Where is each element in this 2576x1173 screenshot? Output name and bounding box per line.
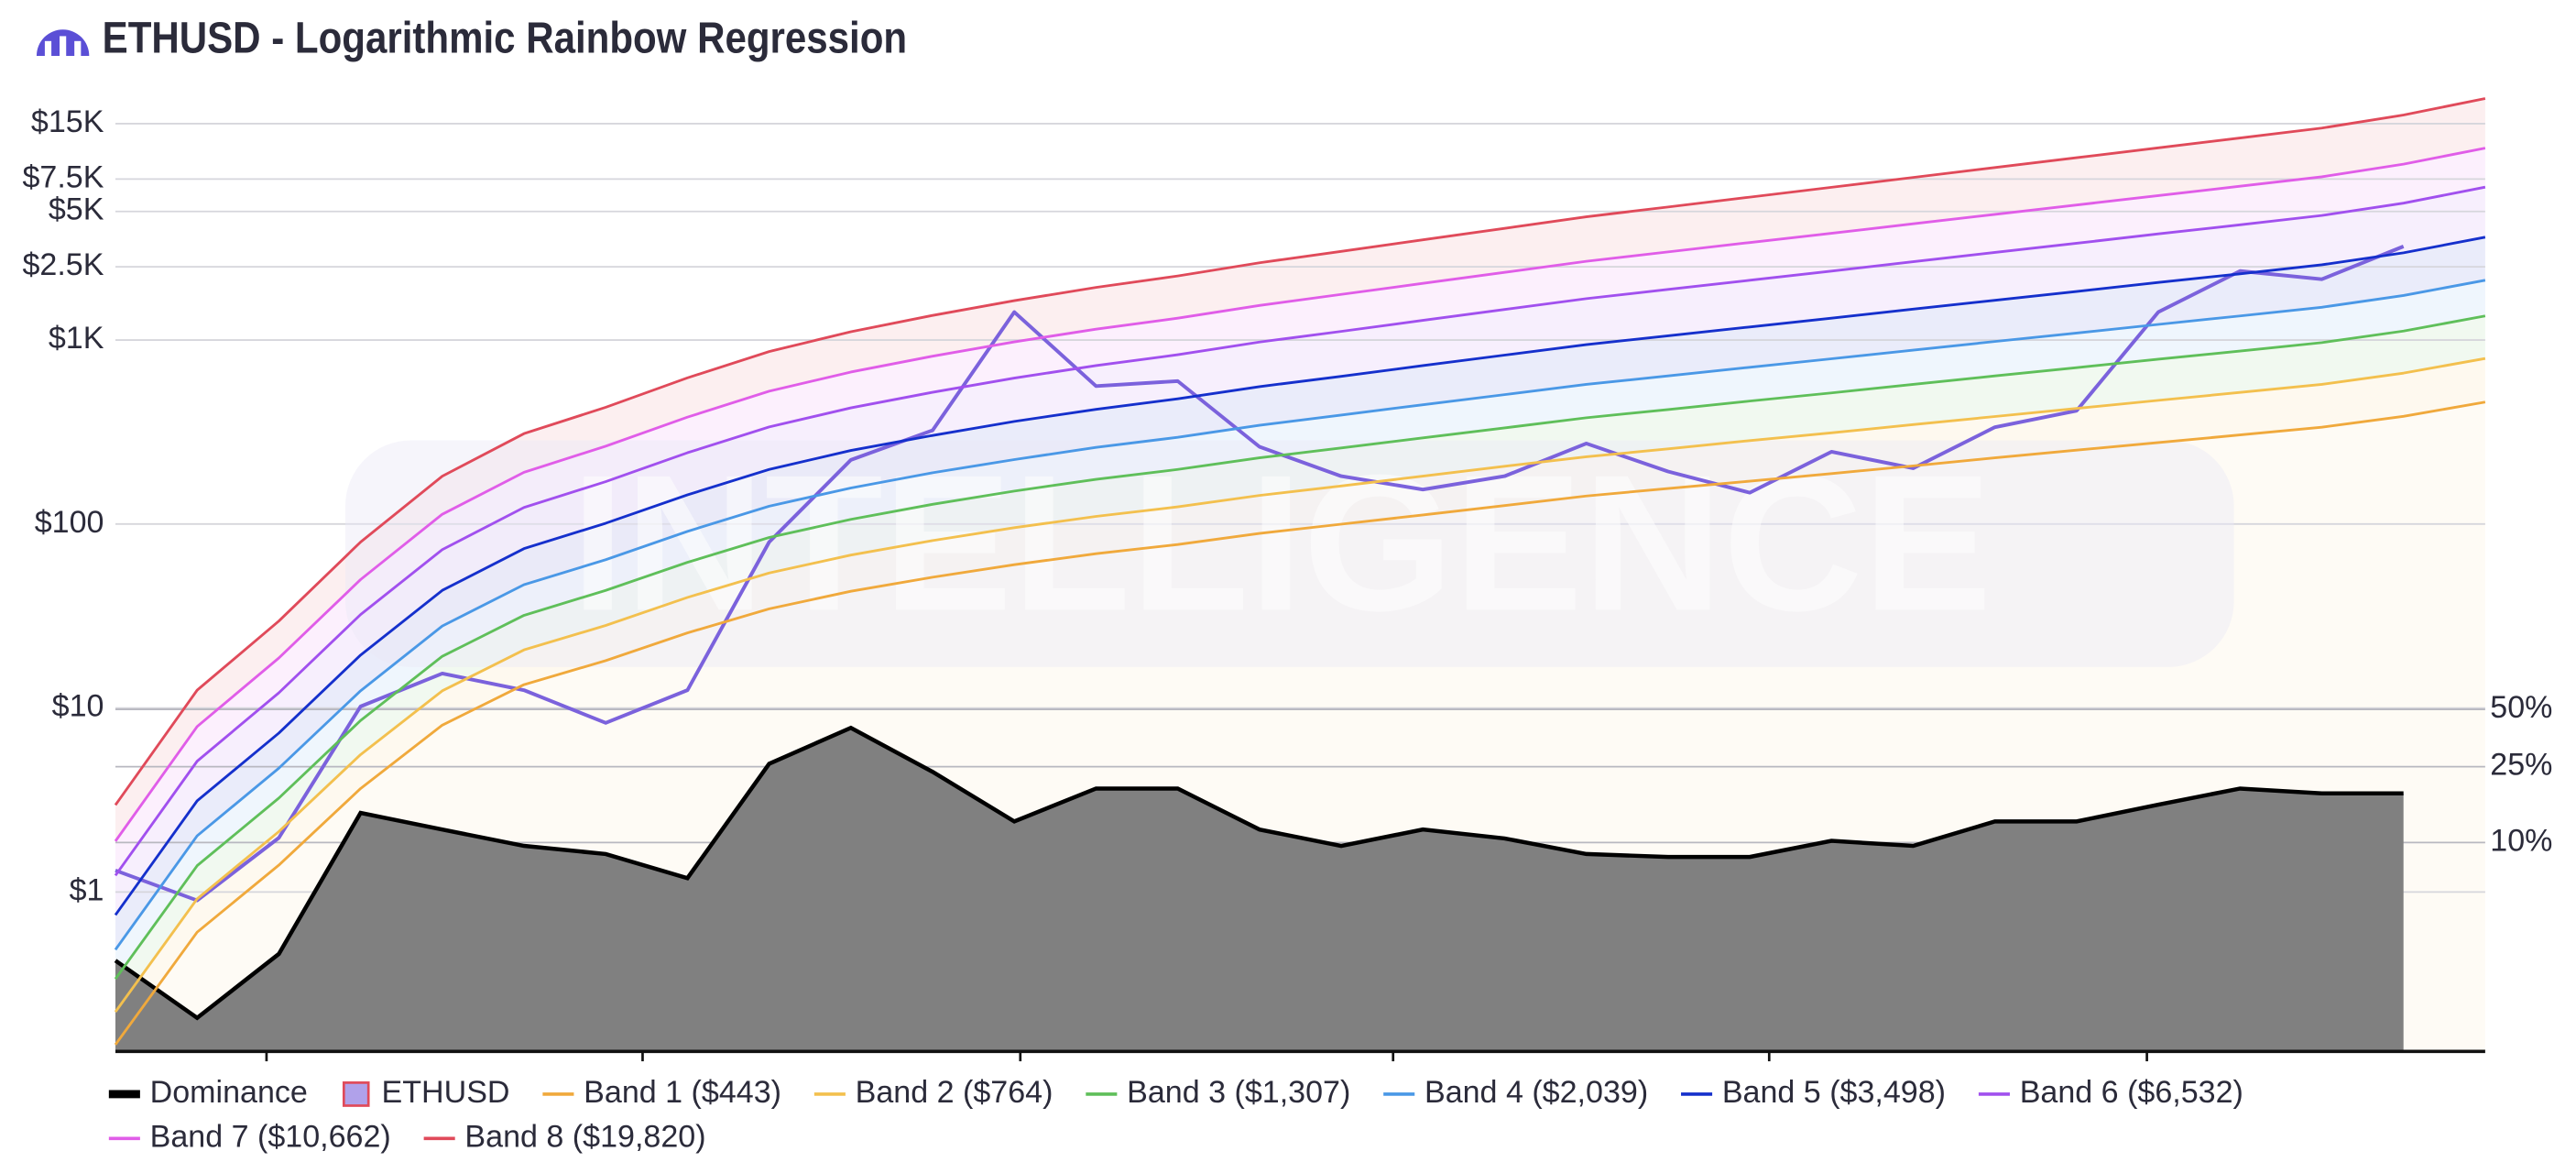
y2-tick-label: 25%: [2490, 748, 2552, 783]
band-line: [114, 97, 2486, 806]
dominance-area: [115, 728, 2404, 1052]
legend-item: ETHUSD: [342, 1075, 510, 1110]
legend-label: Band 2 ($764): [856, 1075, 1053, 1110]
series: [114, 97, 2486, 1052]
legend-item: Band 3 ($1,307): [1086, 1075, 1350, 1110]
band-line: [114, 279, 2486, 951]
band-line: [114, 147, 2486, 842]
dominance-line: [114, 725, 2404, 1021]
band-fill: [115, 315, 2485, 1013]
y-tick-label: $5K: [49, 192, 104, 227]
band-fill: [115, 148, 2485, 876]
y2-tick-label: 10%: [2490, 823, 2552, 858]
watermark-text: INTELLIGENCE: [571, 433, 1992, 651]
watermark: INTELLIGENCE: [344, 433, 2234, 667]
band-line: [114, 185, 2486, 877]
band-line: [114, 314, 2486, 981]
legend-item: Band 4 ($2,039): [1383, 1075, 1648, 1110]
band-fill: [115, 98, 2485, 841]
legend-label: ETHUSD: [382, 1075, 510, 1110]
logo-bar: [74, 40, 82, 58]
y2-tick-label: 50%: [2490, 690, 2552, 725]
legend-label: Band 6 ($6,532): [2020, 1075, 2243, 1110]
legend-label: Band 7 ($10,662): [150, 1119, 391, 1154]
legend-item: Band 8 ($19,820): [423, 1119, 706, 1154]
legend-swatch: [342, 1081, 370, 1107]
y-tick-label: $7.5K: [22, 159, 104, 194]
band-line: [114, 356, 2486, 1014]
watermark-box: [344, 440, 2234, 667]
logo-bar: [44, 40, 52, 58]
legend-item: Band 7 ($10,662): [108, 1119, 391, 1154]
legend: Dominance ETHUSD Band 1 ($443) Band 2 ($764…: [108, 1075, 2243, 1154]
band-fill: [115, 187, 2485, 915]
legend-label: Band 4 ($2,039): [1424, 1075, 1648, 1110]
y-tick-label: $15K: [31, 104, 104, 139]
legend-item: Band 6 ($6,532): [1978, 1075, 2243, 1110]
legend-item: Band 2 ($764): [813, 1075, 1053, 1110]
legend-item: Dominance: [108, 1075, 308, 1110]
y-tick-label: $1: [70, 872, 104, 907]
grid: [115, 123, 2485, 893]
band-line: [114, 400, 2486, 1046]
logo: [36, 29, 90, 58]
price-line: [115, 245, 2405, 903]
y-tick-label: $100: [35, 505, 104, 540]
band-fill: [115, 236, 2485, 950]
y-tick-label: $2.5K: [22, 247, 104, 282]
legend-label: Band 8 ($19,820): [464, 1119, 705, 1154]
y-tick-label: $10: [52, 689, 104, 724]
legend-label: Band 5 ($3,498): [1722, 1075, 1946, 1110]
axes: $1 $10 $100 $1K $2.5K $5K$7.5K $15K 10% 25% 50%: [22, 104, 2552, 1062]
legend-label: Dominance: [150, 1075, 308, 1110]
legend-item: Band 1 ($443): [542, 1075, 781, 1110]
chart-title: ETHUSD - Logarithmic Rainbow Regression: [103, 14, 907, 63]
legend-label: Band 1 ($443): [584, 1075, 781, 1110]
legend-label: Band 3 ($1,307): [1127, 1075, 1350, 1110]
legend-item: Band 5 ($3,498): [1681, 1075, 1946, 1110]
y-tick-label: $1K: [49, 321, 104, 356]
band-fill: [115, 358, 2485, 1045]
logo-bar: [60, 36, 67, 58]
band-line: [114, 236, 2486, 916]
